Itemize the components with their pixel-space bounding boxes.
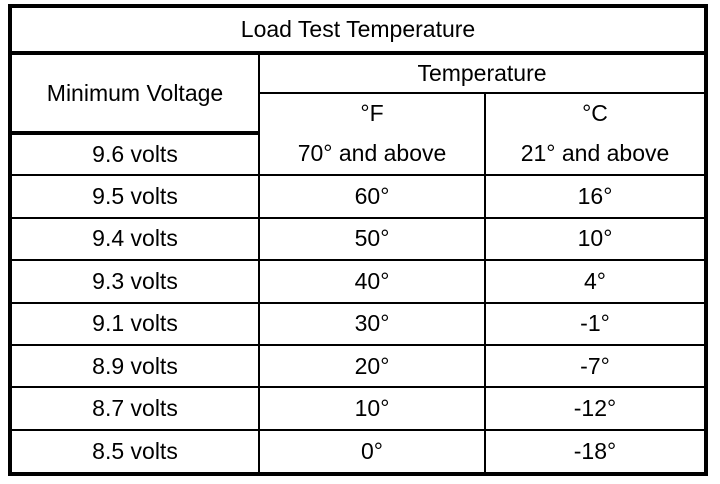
fahrenheit-header: °F bbox=[259, 92, 486, 133]
fahrenheit-cell: 50° bbox=[258, 216, 486, 262]
voltage-cell: 9.5 volts bbox=[12, 174, 260, 219]
celsius-cell: -7° bbox=[484, 343, 704, 389]
fahrenheit-cell: 60° bbox=[258, 174, 486, 219]
voltage-cell: 8.9 volts bbox=[12, 343, 260, 389]
table-row: 8.5 volts 0° -18° bbox=[12, 428, 704, 472]
celsius-cell: -12° bbox=[484, 386, 704, 431]
celsius-cell: 21° and above bbox=[484, 133, 704, 177]
table-row: 9.5 volts 60° 16° bbox=[12, 174, 704, 219]
table-row: 9.4 volts 50° 10° bbox=[12, 216, 704, 262]
voltage-cell: 8.7 volts bbox=[12, 386, 260, 431]
voltage-cell: 8.5 volts bbox=[12, 428, 260, 472]
celsius-cell: -18° bbox=[484, 428, 704, 472]
header-row-1: Minimum Voltage Temperature bbox=[12, 52, 704, 135]
voltage-cell: 9.6 volts bbox=[12, 133, 260, 177]
table-row: 8.7 volts 10° -12° bbox=[12, 386, 704, 431]
fahrenheit-cell: 40° bbox=[258, 259, 486, 304]
celsius-header: °C bbox=[484, 92, 704, 133]
celsius-cell: 10° bbox=[484, 216, 704, 262]
minimum-voltage-header: Minimum Voltage bbox=[12, 52, 260, 135]
table-row: 9.3 volts 40° 4° bbox=[12, 259, 704, 304]
table-title: Load Test Temperature bbox=[12, 8, 704, 55]
voltage-cell: 9.1 volts bbox=[12, 301, 260, 346]
fahrenheit-cell: 0° bbox=[258, 428, 486, 472]
load-test-table-frame: Load Test Temperature Minimum Voltage Te… bbox=[8, 4, 708, 476]
voltage-cell: 9.4 volts bbox=[12, 216, 260, 262]
fahrenheit-cell: 10° bbox=[258, 386, 486, 431]
fahrenheit-cell: 30° bbox=[258, 301, 486, 346]
table-row: 9.6 volts 70° and above 21° and above bbox=[12, 133, 704, 177]
voltage-cell: 9.3 volts bbox=[12, 259, 260, 304]
load-test-table: Load Test Temperature Minimum Voltage Te… bbox=[12, 8, 704, 472]
celsius-cell: -1° bbox=[484, 301, 704, 346]
table-row: 8.9 volts 20° -7° bbox=[12, 343, 704, 389]
temperature-header: Temperature bbox=[258, 52, 704, 94]
header-row-2: °F °C bbox=[12, 92, 704, 133]
fahrenheit-cell: 70° and above bbox=[258, 133, 486, 177]
fahrenheit-cell: 20° bbox=[258, 343, 486, 389]
table-title-row: Load Test Temperature bbox=[12, 8, 704, 55]
celsius-cell: 16° bbox=[484, 174, 704, 219]
table-row: 9.1 volts 30° -1° bbox=[12, 301, 704, 346]
celsius-cell: 4° bbox=[484, 259, 704, 304]
